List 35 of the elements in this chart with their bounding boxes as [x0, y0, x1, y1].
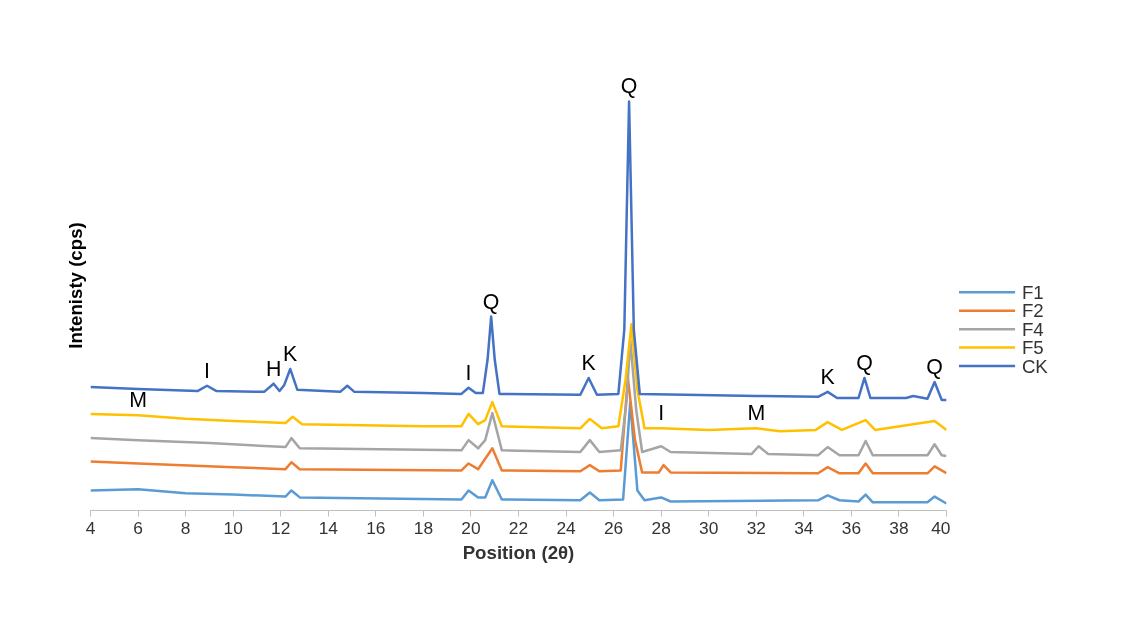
x-tick-label: 36	[841, 517, 862, 538]
annotation: Q	[620, 74, 638, 99]
x-tick-label: 40	[931, 517, 951, 538]
annotation: M	[747, 401, 766, 426]
x-tick-label: 22	[508, 517, 529, 538]
x-tick-label: 32	[746, 517, 766, 538]
annotation: I	[204, 358, 210, 383]
y-axis-title: Intenisty (cps)	[64, 222, 86, 349]
x-tick-label: 38	[889, 517, 909, 538]
x-tick-label: 26	[603, 517, 624, 538]
annotation: M	[129, 388, 147, 413]
legend-label: F1	[1021, 281, 1044, 303]
annotation: I	[465, 360, 472, 385]
x-axis-title: Position (2θ)	[462, 541, 575, 563]
x-tick-label: 34	[794, 517, 814, 538]
annotation: K	[283, 341, 298, 366]
annotation: K	[820, 364, 835, 389]
x-tick-label: 20	[461, 517, 481, 538]
x-tick-label: 12	[271, 517, 291, 538]
annotation: K	[581, 350, 596, 375]
x-tick-label: 30	[699, 517, 719, 538]
annotation: Q	[856, 350, 873, 375]
annotation: Q	[926, 355, 943, 380]
x-tick-label: 28	[651, 517, 671, 538]
x-tick-label: 4	[85, 517, 96, 538]
x-tick-label: 16	[366, 517, 386, 538]
x-tick-label: 14	[318, 517, 339, 538]
x-tick-label: 18	[413, 517, 434, 538]
x-tick-label: 24	[556, 517, 577, 538]
x-tick-label: 10	[223, 517, 243, 538]
x-tick-label: 6	[133, 517, 143, 538]
x-tick-label: 8	[180, 517, 191, 538]
annotation: Q	[482, 289, 500, 314]
annotation: I	[658, 401, 665, 426]
annotation: H	[265, 356, 282, 381]
